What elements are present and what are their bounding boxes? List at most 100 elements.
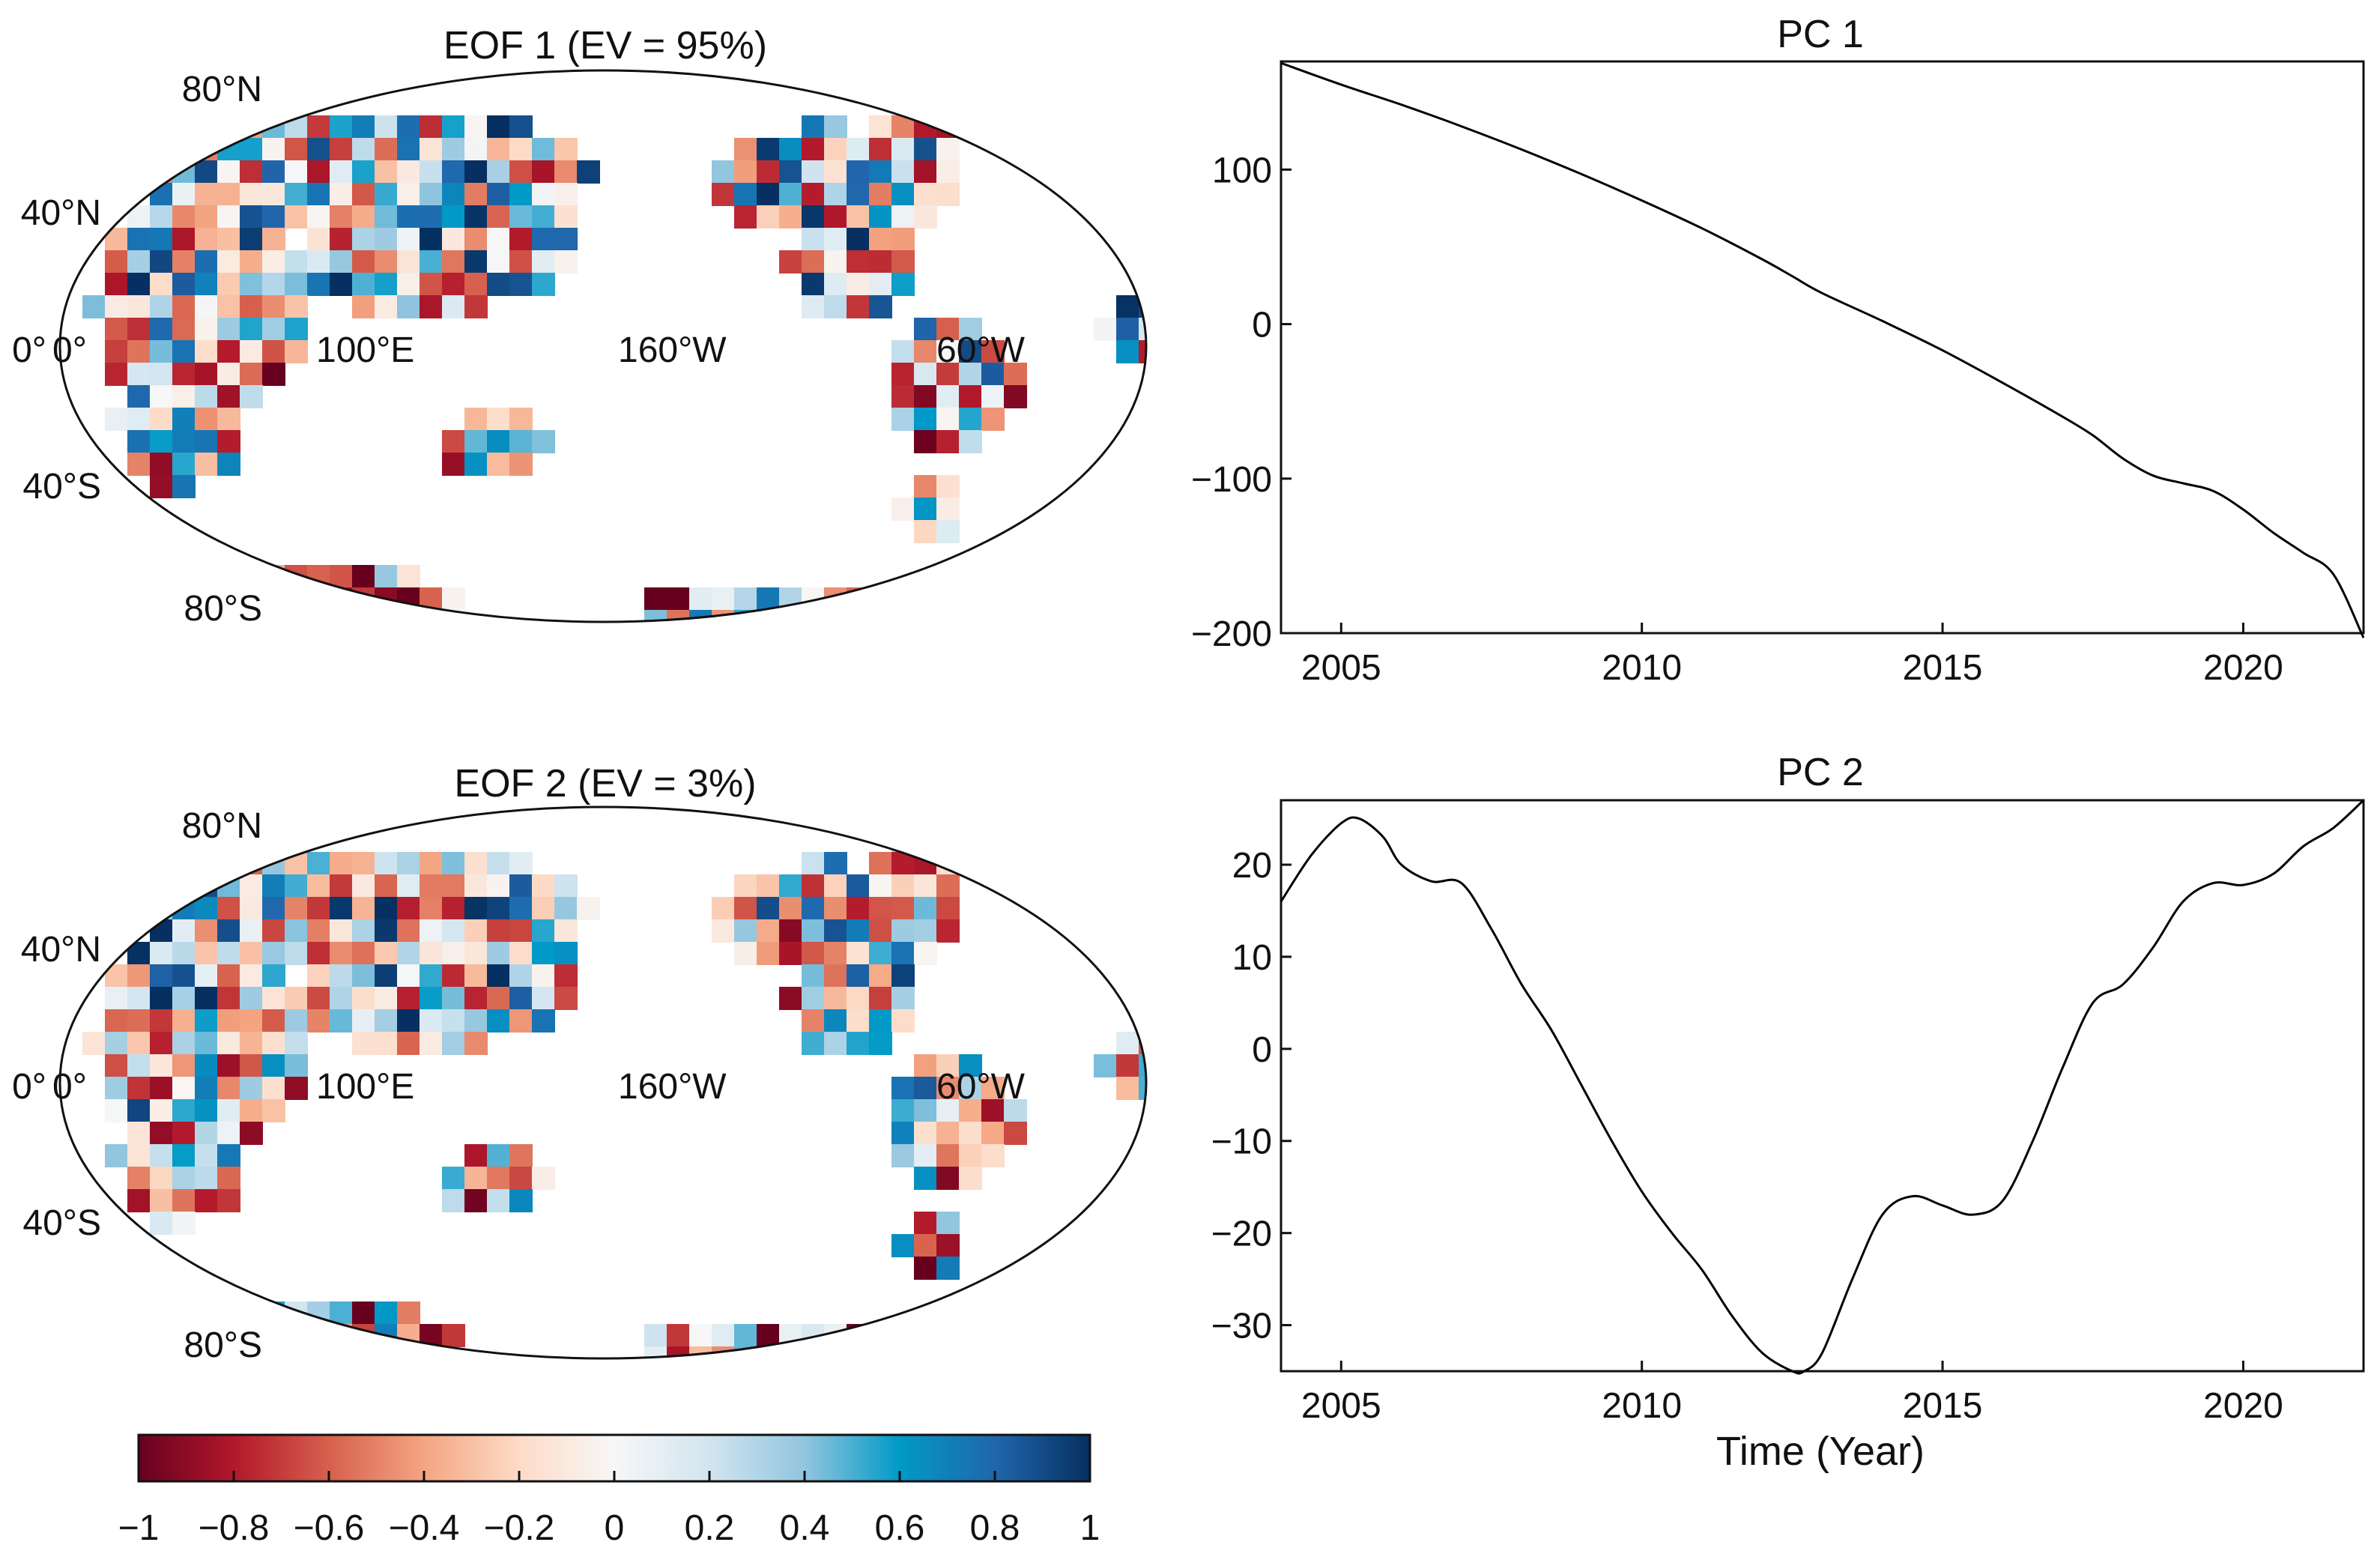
eof-cell: [757, 160, 780, 184]
eof-cell: [959, 430, 982, 453]
eof-cell: [802, 138, 825, 161]
eof-cell: [891, 273, 915, 296]
eof-cell: [195, 1054, 218, 1077]
eof-cell: [262, 205, 285, 229]
eof-cell: [420, 295, 443, 318]
eof-cell: [105, 340, 128, 363]
eof-cell: [442, 919, 465, 943]
eof-cell: [936, 340, 960, 363]
eof-cell: [824, 987, 847, 1010]
eof-cell: [172, 318, 196, 341]
eof-cell: [802, 1009, 825, 1033]
eof-cell: [105, 408, 128, 431]
eof-cell: [330, 610, 353, 622]
eof-cell: [869, 587, 892, 611]
eof-cell: [307, 250, 330, 273]
eof-cell: [150, 1077, 173, 1100]
eof-cell: [127, 363, 151, 386]
eof-cell: [420, 874, 443, 898]
eof-cell: [847, 942, 870, 965]
eof-cell: [734, 1324, 757, 1347]
eof-cell: [487, 115, 510, 139]
eof-cell: [262, 919, 285, 943]
eof-cell: [420, 919, 443, 943]
eof-cell: [285, 138, 308, 161]
eof-cell: [442, 453, 465, 476]
eof-cell: [240, 273, 263, 296]
eof-cell: [240, 340, 263, 363]
eof-cell: [532, 1167, 555, 1190]
eof-cell: [150, 1099, 173, 1122]
eof-cell: [959, 852, 982, 875]
eof-cell: [959, 1054, 982, 1077]
eof-cell: [397, 587, 420, 611]
pc2-axes: [1280, 799, 2365, 1373]
eof-cell: [891, 897, 915, 920]
pc1-chart: PC 1 2005 2010 2015 2020 −200 −100 0 100: [1191, 13, 2365, 688]
eof-cell: [150, 430, 173, 453]
eof1-map: EOF 1 (EV = 95%) 80°N 40°N 0° 40°S 80°S …: [12, 24, 1148, 629]
eof-cell: [667, 1324, 690, 1347]
eof-cell: [127, 138, 151, 161]
eof-cell: [240, 363, 263, 386]
eof-cell: [577, 160, 600, 184]
eof-cell: [802, 295, 825, 318]
pc1-ytick-label: 0: [1252, 306, 1272, 345]
eof-cell: [172, 138, 196, 161]
eof-cell: [150, 565, 173, 588]
eof-cell: [375, 160, 398, 184]
eof-cell: [217, 1122, 240, 1145]
eof-cell: [802, 1032, 825, 1055]
eof2-title: EOF 2 (EV = 3%): [454, 762, 756, 805]
eof-cell: [936, 160, 960, 184]
eof-cell: [824, 160, 847, 184]
eof-cell: [375, 183, 398, 206]
eof-cell: [891, 942, 915, 965]
eof-cell: [352, 1346, 375, 1358]
eof-cell: [375, 852, 398, 875]
eof-cell: [914, 93, 937, 116]
eof-cell: [487, 1144, 510, 1167]
eof-cell: [330, 964, 353, 988]
eof-cell: [240, 295, 263, 318]
eof-cell: [195, 318, 218, 341]
eof-cell: [869, 1009, 892, 1033]
eof-cell: [802, 852, 825, 875]
eof-cell: [509, 205, 533, 229]
eof-cell: [442, 587, 465, 611]
eof-cell: [330, 565, 353, 588]
eof-cell: [195, 228, 218, 251]
eof-cell: [802, 919, 825, 943]
eof-cell: [779, 610, 802, 622]
eof-cell: [127, 430, 151, 453]
eof-cell: [150, 1324, 173, 1347]
eof-cell: [127, 1054, 151, 1077]
eof-cell: [487, 942, 510, 965]
eof-cell: [869, 138, 892, 161]
eof-cell: [172, 919, 196, 943]
eof-cell: [914, 138, 937, 161]
eof-cell: [127, 340, 151, 363]
eof-cell: [936, 408, 960, 431]
eof-cell: [195, 1009, 218, 1033]
eof-cell: [532, 874, 555, 898]
pc1-axes: [1280, 60, 2365, 635]
eof-cell: [172, 363, 196, 386]
eof-cell: [936, 1054, 960, 1077]
pc1-xtick-label: 2020: [2203, 648, 2283, 688]
eof-cell: [127, 897, 151, 920]
eof-cell: [1116, 1054, 1139, 1077]
eof-cell: [779, 1346, 802, 1358]
eof-cell: [712, 183, 735, 206]
eof2-map: EOF 2 (EV = 3%) 80°N 40°N 0° 40°S 80°S 0…: [12, 762, 1148, 1365]
eof-cell: [914, 1167, 937, 1190]
eof-cell: [487, 964, 510, 988]
pc2-ytick-label: −20: [1211, 1215, 1272, 1254]
eof-cell: [442, 430, 465, 453]
eof-cell: [105, 1099, 128, 1122]
eof-cell: [847, 273, 870, 296]
eof-cell: [217, 1301, 240, 1325]
eof-cell: [262, 363, 285, 386]
eof-cell: [150, 987, 173, 1010]
eof-cell: [779, 138, 802, 161]
